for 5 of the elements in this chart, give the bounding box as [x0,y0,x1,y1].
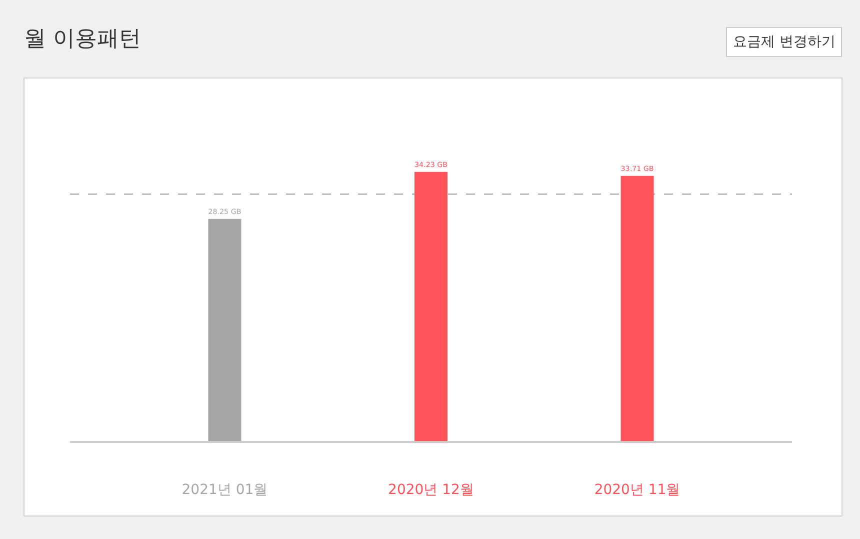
x-tick-label: 2021년 01월 [182,482,268,498]
x-tick-label: 2020년 12월 [388,482,474,498]
chart-title: 월 이용패턴 [24,26,141,52]
text: 요금제 변경하기 [733,34,836,50]
x-tick-label: 2020년 11월 [594,482,680,498]
